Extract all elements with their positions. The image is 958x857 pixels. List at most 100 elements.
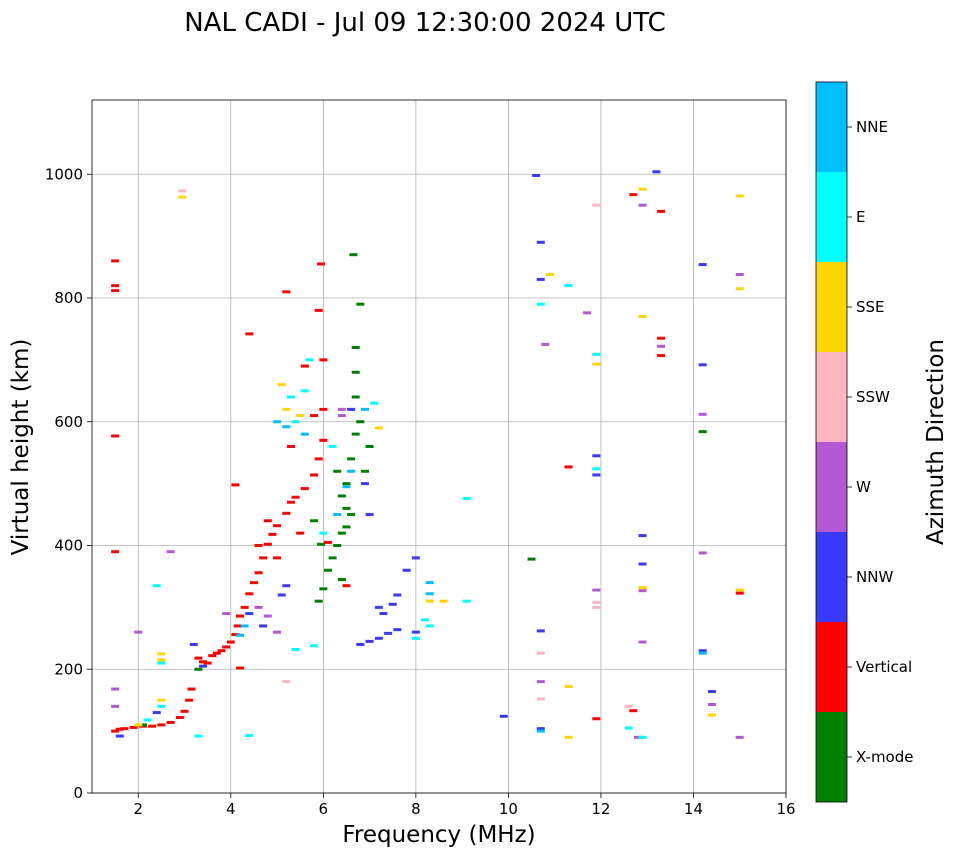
data-point: [319, 358, 328, 362]
data-point: [319, 587, 328, 591]
data-point: [277, 593, 286, 597]
data-point: [286, 395, 295, 399]
data-point: [143, 718, 152, 722]
data-point: [328, 445, 337, 448]
data-point: [199, 660, 208, 664]
data-point: [226, 640, 235, 644]
data-point: [536, 240, 545, 244]
data-point: [379, 612, 388, 616]
data-point: [245, 733, 254, 737]
data-point: [259, 556, 268, 560]
data-point: [111, 687, 120, 691]
data-point: [629, 193, 638, 197]
data-point: [698, 430, 707, 434]
data-point: [249, 581, 258, 585]
data-point: [657, 344, 666, 348]
data-point: [583, 311, 592, 315]
y-tick-label: 1000: [45, 165, 83, 183]
data-point: [536, 680, 545, 684]
colorbar-tick-label: E: [856, 208, 865, 226]
data-point: [360, 469, 369, 473]
data-point: [178, 195, 187, 199]
data-point: [592, 203, 601, 207]
y-tick-label: 400: [54, 537, 83, 555]
data-point: [175, 716, 184, 720]
data-point: [638, 187, 647, 191]
data-point: [698, 263, 707, 267]
data-point: [317, 542, 326, 546]
data-point: [360, 407, 369, 411]
colorbar-tick-label: SSW: [856, 388, 890, 406]
data-point: [536, 629, 545, 633]
data-point: [333, 544, 342, 547]
data-point: [349, 253, 358, 257]
data-point: [134, 723, 143, 727]
data-point: [652, 170, 661, 174]
data-point: [263, 614, 272, 618]
data-point: [254, 544, 263, 547]
data-point: [240, 605, 249, 609]
data-point: [157, 652, 166, 656]
data-point: [592, 717, 601, 721]
data-point: [310, 414, 319, 418]
data-point: [347, 407, 356, 411]
data-point: [356, 420, 365, 424]
colorbar: X-mode Vertical NNW W SSW SSE E NNE: [815, 81, 913, 803]
data-point: [300, 432, 309, 436]
data-point: [342, 506, 351, 510]
data-point: [592, 605, 601, 609]
data-point: [319, 407, 328, 411]
data-point: [263, 542, 272, 546]
data-point: [333, 469, 342, 473]
data-point: [157, 723, 166, 727]
data-point: [707, 713, 716, 717]
data-point: [282, 425, 291, 429]
data-point: [317, 262, 326, 266]
data-point: [351, 346, 360, 349]
colorbar-tick-label: W: [856, 478, 871, 496]
data-point: [282, 584, 291, 588]
data-point: [342, 485, 351, 489]
data-point: [187, 687, 196, 691]
x-tick-label: 4: [226, 800, 236, 818]
colorbar-frame: [815, 81, 848, 803]
data-point: [337, 407, 346, 411]
data-point: [425, 581, 434, 585]
data-point: [203, 661, 212, 665]
data-point: [536, 727, 545, 731]
colorbar-segment: [816, 712, 847, 802]
data-point: [698, 551, 707, 555]
data-point: [337, 531, 346, 535]
data-point: [282, 290, 291, 294]
data-point: [347, 513, 356, 517]
data-point: [638, 534, 647, 538]
data-point: [282, 407, 291, 411]
x-tick-label: 16: [776, 800, 795, 818]
data-point: [374, 636, 383, 640]
data-point: [189, 643, 198, 646]
data-point: [421, 618, 430, 622]
x-axis-ticks: 2 4 6 8 10 12 14 16: [133, 793, 796, 818]
data-point: [277, 383, 286, 387]
data-point: [296, 414, 305, 418]
y-tick-label: 200: [54, 660, 83, 678]
data-points: [111, 170, 744, 739]
data-point: [254, 571, 263, 575]
data-point: [273, 556, 282, 560]
data-point: [342, 482, 351, 486]
data-point: [592, 473, 601, 477]
data-point: [111, 550, 120, 554]
data-point: [592, 454, 601, 458]
data-point: [425, 599, 434, 603]
data-point: [166, 720, 175, 724]
data-point: [374, 605, 383, 609]
data-point: [536, 651, 545, 655]
data-point: [735, 735, 744, 739]
data-point: [624, 726, 633, 730]
data-point: [115, 734, 124, 738]
data-point: [180, 709, 189, 713]
data-point: [411, 556, 420, 560]
colorbar-tick-label: Vertical: [856, 658, 912, 676]
data-point: [536, 277, 545, 281]
